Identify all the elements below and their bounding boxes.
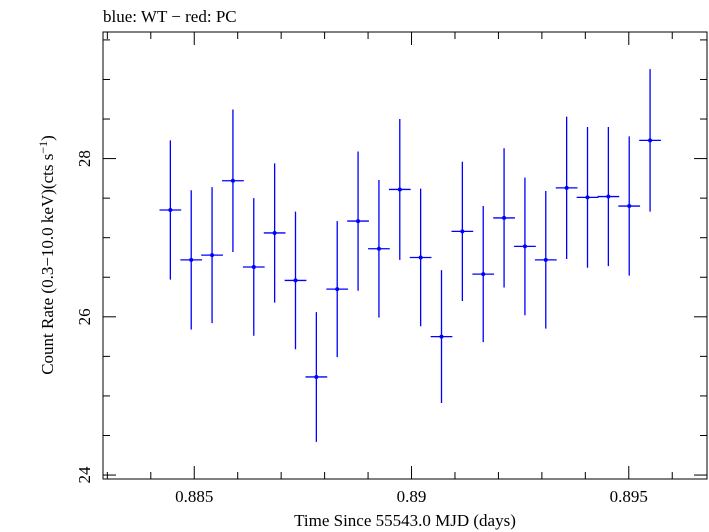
point-marker (335, 287, 340, 292)
data-point (222, 109, 244, 252)
data-point (159, 140, 182, 280)
point-marker (585, 195, 590, 200)
point-marker (230, 178, 235, 183)
data-point (493, 148, 515, 288)
y-tick-label: 24 (75, 466, 94, 484)
data-point (305, 312, 328, 442)
data-point (368, 179, 390, 318)
data-point (242, 198, 265, 336)
data-point (263, 163, 286, 303)
data-point (451, 161, 474, 301)
x-tick-label: 0.885 (175, 487, 213, 506)
data-point (326, 221, 349, 358)
y-tick-label: 26 (75, 308, 94, 325)
x-tick-label: 0.89 (397, 487, 427, 506)
point-marker (606, 194, 611, 199)
y-axis-label-exponent: −1 (36, 141, 50, 154)
x-axis-label: Time Since 55543.0 MJD (days) (294, 511, 516, 530)
point-marker (564, 185, 569, 190)
data-point (430, 270, 453, 404)
point-marker (210, 253, 215, 258)
point-marker (272, 230, 277, 235)
data-point (639, 69, 661, 212)
point-marker (376, 246, 381, 251)
point-marker (522, 244, 527, 249)
x-tick-label: 0.895 (610, 487, 648, 506)
axis-ticks (103, 32, 707, 479)
data-point (180, 190, 203, 330)
data-point (409, 188, 432, 327)
y-axis-label: Count Rate (0.3−10.0 keV)(cts s−1) (36, 135, 57, 375)
chart-title: blue: WT − red: PC (103, 7, 237, 26)
data-point (201, 187, 223, 324)
point-marker (189, 257, 194, 262)
axis-tick-labels: 0.885 0.89 0.895 24 26 28 (75, 150, 648, 506)
plot-frame (102, 31, 708, 480)
point-marker (356, 219, 361, 224)
data-point (534, 191, 557, 329)
data-point (555, 116, 578, 260)
data-point (472, 206, 495, 343)
point-marker (460, 229, 465, 234)
point-marker (627, 204, 632, 209)
data-point (284, 211, 307, 350)
point-marker (543, 257, 548, 262)
point-marker (481, 272, 486, 277)
data-point (597, 126, 620, 267)
point-marker (648, 138, 653, 143)
data-points (159, 69, 661, 442)
data-point (347, 151, 369, 291)
y-tick-label: 28 (75, 150, 94, 167)
point-marker (293, 278, 298, 283)
data-point (618, 136, 641, 276)
y-axis-label-close: ) (38, 135, 57, 141)
point-marker (439, 334, 444, 339)
data-point (514, 177, 536, 316)
point-marker (502, 215, 507, 220)
point-marker (168, 208, 173, 213)
point-marker (251, 264, 256, 269)
point-marker (314, 374, 319, 379)
data-point (388, 119, 411, 260)
point-marker (397, 187, 402, 192)
data-point (576, 126, 599, 268)
point-marker (418, 255, 423, 260)
y-axis-label-main: Count Rate (0.3−10.0 keV)(cts s (38, 154, 57, 375)
